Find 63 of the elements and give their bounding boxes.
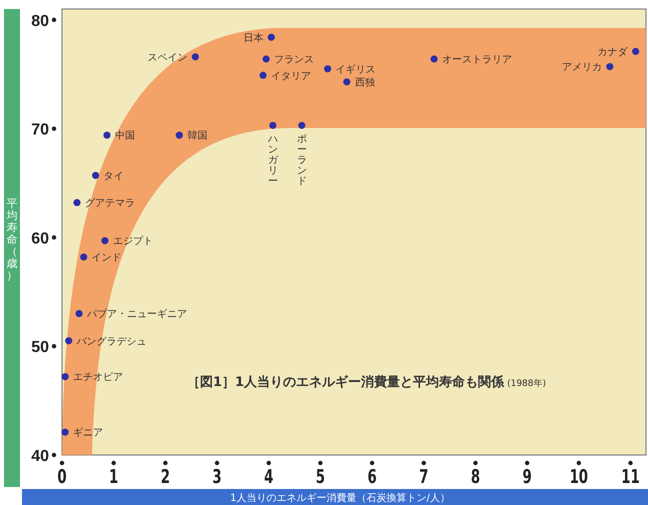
annotation: フランス (274, 54, 314, 66)
y-tick-label: 50 (31, 339, 50, 356)
annotation: カナダ (598, 46, 629, 58)
point (62, 428, 69, 436)
y-tick-label: 60 (31, 230, 50, 248)
point (176, 132, 183, 139)
annotation: パプア・ニューギニア (86, 308, 188, 320)
annotation: イギリス (336, 63, 376, 76)
x-tick-label: 8 (470, 466, 480, 488)
annotation: エジプト (112, 235, 153, 248)
annotation: ポーランド (296, 134, 307, 187)
point (92, 172, 100, 179)
x-tick-label: 7 (419, 466, 428, 488)
point (101, 237, 108, 244)
point (75, 310, 83, 318)
point (269, 122, 276, 129)
x-tick-label: 4 (264, 466, 274, 488)
point (103, 132, 111, 139)
x-tick-label: 10 (570, 466, 588, 488)
annotation: タイ (104, 170, 124, 182)
x-tick-label: 5 (316, 466, 326, 488)
x-tick-label: 11 (621, 466, 640, 488)
annotation: ハンガリー (266, 134, 279, 187)
annotation: アメリカ (562, 62, 602, 74)
x-tick-label: 0 (57, 466, 67, 488)
annotation: エチオピア (73, 372, 124, 384)
annotation: 日本 (243, 32, 264, 44)
point (268, 34, 275, 41)
x-tick-label: 3 (212, 466, 222, 488)
point (324, 65, 332, 72)
point (80, 253, 88, 261)
x-tick-label: 1 (109, 466, 118, 488)
y-tick-label: 70 (31, 122, 50, 139)
point (343, 78, 350, 86)
point (65, 337, 72, 344)
point (62, 373, 69, 380)
y-axis-title: 平均寿命（歳） (6, 197, 18, 282)
annotation: オーストラリア (442, 54, 512, 66)
annotation: 中国 (114, 130, 135, 142)
x-tick-label: 9 (522, 466, 532, 488)
point (192, 53, 199, 60)
y-tick-label: 40 (31, 448, 50, 465)
y-tick-label: 80 (31, 12, 50, 30)
x-tick-label: 2 (160, 466, 170, 488)
annotation: 西独 (354, 76, 375, 88)
annotation: グアテマラ (84, 198, 135, 210)
point (606, 63, 614, 70)
point (430, 55, 438, 63)
text: (1988年) (507, 378, 546, 389)
point (298, 122, 306, 129)
annotation: バングラデシュ (76, 336, 147, 348)
point (632, 48, 640, 55)
annotation: ギニア (73, 426, 104, 439)
x-axis-title: 1人当りのエネルギー消費量（石炭換算トン/人） (230, 492, 450, 504)
annotation: インド (92, 252, 122, 264)
annotation: イタリア (271, 70, 312, 82)
text: ［図1］1人当りのエネルギー消費量と平均寿命も関係 (187, 375, 504, 390)
annotation: 韓国 (187, 130, 208, 142)
point (259, 72, 267, 79)
x-tick-label: 6 (367, 466, 377, 488)
point (73, 199, 81, 206)
annotation: スペイン (147, 52, 188, 64)
point (262, 55, 270, 63)
